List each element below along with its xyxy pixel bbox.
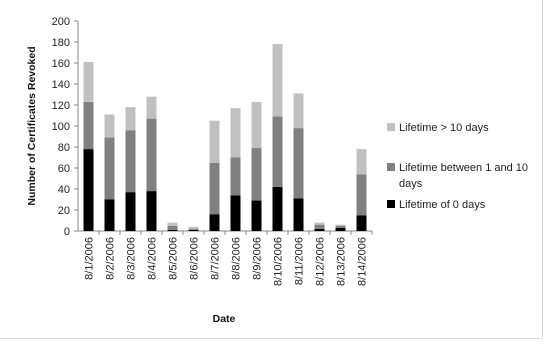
bar-segment-series-1 xyxy=(104,137,115,200)
bar-segment-series-2 xyxy=(188,226,199,229)
bar-segment-series-0 xyxy=(230,195,241,231)
bar-segment-series-0 xyxy=(335,227,346,231)
x-tick-label: 8/3/2006 xyxy=(126,237,138,280)
y-tick-label: 200 xyxy=(52,16,70,28)
legend-swatch xyxy=(387,200,395,208)
x-tick-label: 8/13/2006 xyxy=(336,237,348,286)
legend-label: Lifetime > 10 days xyxy=(399,122,489,134)
y-tick-label: 100 xyxy=(52,121,70,133)
bar-segment-series-1 xyxy=(83,101,94,150)
bar-segment-series-0 xyxy=(188,229,199,231)
bar-segment-series-1 xyxy=(272,116,283,187)
bar-segment-series-1 xyxy=(188,228,199,230)
y-ticks: 0 20 40 60 80 100 120 140 160 180 200 xyxy=(52,16,78,238)
x-axis-title: Date xyxy=(213,313,236,325)
y-axis-title: Number of Certificates Revoked xyxy=(26,46,38,205)
legend: Lifetime > 10 days Lifetime between 1 and… xyxy=(387,122,528,211)
bars xyxy=(83,44,367,231)
legend-swatch xyxy=(387,163,395,171)
x-tick-label: 8/14/2006 xyxy=(357,237,369,286)
y-tick-label: 180 xyxy=(52,37,70,49)
y-tick-label: 140 xyxy=(52,79,70,91)
bar-segment-series-0 xyxy=(293,198,304,231)
y-tick-label: 60 xyxy=(58,163,70,175)
bar-segment-series-2 xyxy=(251,101,262,149)
x-tick-label: 8/8/2006 xyxy=(231,237,243,280)
bar-segment-series-2 xyxy=(209,120,220,163)
bar-segment-series-1 xyxy=(146,118,157,192)
bar-segment-series-0 xyxy=(251,200,262,231)
y-tick-label: 20 xyxy=(58,205,70,217)
bar-segment-series-1 xyxy=(230,157,241,196)
bar-segment-series-0 xyxy=(167,229,178,231)
x-tick-label: 8/1/2006 xyxy=(84,237,96,280)
bar-segment-series-1 xyxy=(209,162,220,215)
bar-segment-series-0 xyxy=(356,215,367,231)
bar-segment-series-0 xyxy=(146,191,157,231)
legend-label: Lifetime between 1 and 10 days xyxy=(399,162,528,190)
bar-segment-series-2 xyxy=(104,114,115,138)
bar-segment-series-2 xyxy=(167,222,178,226)
axes xyxy=(77,21,372,232)
legend-swatch xyxy=(387,123,395,131)
y-tick-label: 120 xyxy=(52,100,70,112)
bar-segment-series-0 xyxy=(104,199,115,231)
y-tick-label: 40 xyxy=(58,184,70,196)
bar-segment-series-2 xyxy=(146,96,157,119)
x-tick-label: 8/5/2006 xyxy=(168,237,180,280)
bar-segment-series-1 xyxy=(251,148,262,201)
bar-segment-series-1 xyxy=(125,130,136,193)
legend-label: Lifetime of 0 days xyxy=(399,199,486,211)
bar-segment-series-2 xyxy=(272,44,283,117)
bar-segment-series-0 xyxy=(83,149,94,231)
bar-segment-series-2 xyxy=(356,149,367,175)
bar-segment-series-2 xyxy=(335,224,346,226)
bar-segment-series-2 xyxy=(125,107,136,131)
x-tick-label: 8/7/2006 xyxy=(210,237,222,280)
bar-segment-series-2 xyxy=(314,222,325,225)
bar-segment-series-0 xyxy=(209,214,220,231)
bar-segment-series-1 xyxy=(293,128,304,199)
x-tick-label: 8/9/2006 xyxy=(252,237,264,280)
bar-segment-series-2 xyxy=(293,93,304,129)
x-tick-label: 8/6/2006 xyxy=(189,237,201,280)
x-tick-label: 8/10/2006 xyxy=(273,237,285,286)
bar-segment-series-2 xyxy=(83,61,94,102)
x-tick-label: 8/12/2006 xyxy=(315,237,327,286)
bar-segment-series-1 xyxy=(167,225,178,230)
bar-segment-series-1 xyxy=(314,224,325,229)
y-tick-label: 160 xyxy=(52,58,70,70)
bar-segment-series-1 xyxy=(335,225,346,228)
x-tick-label: 8/11/2006 xyxy=(294,237,306,285)
bar-segment-series-1 xyxy=(356,174,367,216)
x-tick-label: 8/2/2006 xyxy=(105,237,117,280)
bar-segment-series-0 xyxy=(272,186,283,231)
x-tick-label: 8/4/2006 xyxy=(147,237,159,280)
bar-segment-series-2 xyxy=(230,108,241,158)
bar-segment-series-0 xyxy=(314,228,325,231)
y-tick-label: 80 xyxy=(58,142,70,154)
x-ticks: 8/1/2006 8/2/2006 8/3/2006 8/4/2006 8/5/2006… xyxy=(84,231,373,286)
bar-segment-series-0 xyxy=(125,192,136,231)
y-tick-label: 0 xyxy=(64,226,70,238)
